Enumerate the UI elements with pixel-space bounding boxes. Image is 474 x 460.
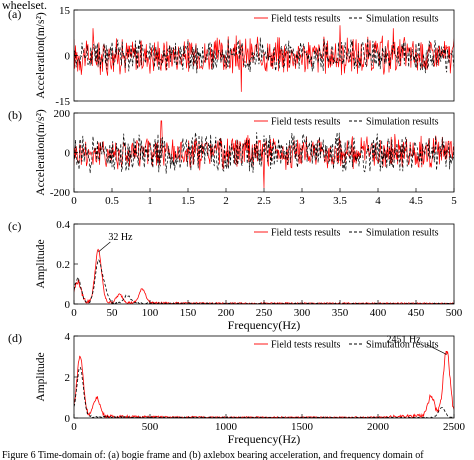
legend: Field tests results Simulation results bbox=[250, 114, 452, 128]
series-line bbox=[74, 37, 454, 74]
chart-panel: -15 0 15 (a) Acceleration(m/s²) Field tests r… bbox=[8, 5, 455, 108]
x-tick-label: 300 bbox=[294, 307, 311, 319]
panel-label: (a) bbox=[8, 7, 21, 21]
series-line bbox=[74, 347, 454, 418]
x-tick-label: 3 bbox=[299, 195, 305, 207]
x-tick-label: 2000 bbox=[367, 421, 390, 433]
legend: Field tests results Simulation results bbox=[250, 337, 452, 351]
x-tick-label: 250 bbox=[256, 307, 273, 319]
x-tick-label: 1.5 bbox=[181, 195, 195, 207]
x-tick-label: 200 bbox=[218, 307, 235, 319]
x-axis-label: Frequency(Hz) bbox=[228, 318, 301, 332]
y-tick-label: 0 bbox=[65, 51, 71, 63]
series-line bbox=[74, 259, 454, 304]
y-tick-label: 0.2 bbox=[56, 259, 70, 271]
legend-label: Simulation results bbox=[366, 340, 439, 351]
series-line bbox=[74, 248, 454, 304]
legend-label: Field tests results bbox=[271, 14, 341, 25]
header-text: wheelset. bbox=[2, 0, 47, 12]
y-axis-label: Acceleration(m/s²) bbox=[35, 12, 47, 99]
legend: Field tests results Simulation results bbox=[250, 225, 452, 239]
x-tick-label: 0 bbox=[71, 307, 77, 319]
legend-label: Field tests results bbox=[271, 228, 341, 239]
y-tick-label: -200 bbox=[50, 187, 71, 199]
y-tick-label: 4 bbox=[65, 331, 71, 343]
annotation-label: 2451 Hz bbox=[387, 334, 422, 345]
y-axis-label: Amplitude bbox=[35, 352, 47, 401]
y-axis-label: Amplitude bbox=[35, 239, 47, 288]
annotation-arrow bbox=[98, 241, 111, 253]
x-tick-label: 1 bbox=[147, 195, 153, 207]
y-axis-label: Acceleration(m/s²) bbox=[35, 109, 47, 196]
legend-label: Field tests results bbox=[271, 117, 341, 128]
x-tick-label: 500 bbox=[142, 421, 159, 433]
x-tick-label: 1500 bbox=[291, 421, 314, 433]
x-tick-label: 4.5 bbox=[409, 195, 423, 207]
legend-label: Simulation results bbox=[366, 14, 439, 25]
x-tick-label: 350 bbox=[332, 307, 349, 319]
x-tick-label: 100 bbox=[142, 307, 159, 319]
y-tick-label: 0 bbox=[65, 299, 71, 311]
x-tick-label: 50 bbox=[107, 307, 119, 319]
x-tick-label: 5 bbox=[451, 195, 457, 207]
y-tick-label: 0 bbox=[65, 413, 71, 425]
legend-label: Simulation results bbox=[366, 228, 439, 239]
panel-label: (b) bbox=[8, 108, 22, 122]
x-tick-label: 4 bbox=[375, 195, 381, 207]
x-tick-label: 0 bbox=[71, 195, 77, 207]
x-tick-label: 0.5 bbox=[105, 195, 119, 207]
x-tick-label: 2 bbox=[223, 195, 229, 207]
x-tick-label: 2500 bbox=[443, 421, 466, 433]
legend-label: Simulation results bbox=[366, 117, 439, 128]
y-tick-label: -15 bbox=[55, 96, 70, 108]
x-tick-label: 3.5 bbox=[333, 195, 347, 207]
annotation-arrow bbox=[426, 344, 447, 355]
series-line bbox=[74, 132, 454, 174]
annotation-label: 32 Hz bbox=[108, 232, 133, 243]
x-tick-label: 2.5 bbox=[257, 195, 271, 207]
x-tick-label: 0 bbox=[71, 421, 77, 433]
panel-label: (d) bbox=[8, 331, 22, 345]
x-tick-label: 400 bbox=[370, 307, 387, 319]
x-axis-label: Frequency(Hz) bbox=[228, 432, 301, 446]
series-line bbox=[74, 25, 454, 92]
y-tick-label: 200 bbox=[54, 108, 71, 120]
chart-panel: 0 2 4 0 500 1000 1500 2000 2500 (d) Amplitude Frequ… bbox=[8, 331, 466, 446]
x-tick-label: 1000 bbox=[215, 421, 238, 433]
x-tick-label: 150 bbox=[180, 307, 197, 319]
y-tick-label: 0.4 bbox=[56, 219, 70, 231]
footer-caption: Figure 6 Time-domain of: (a) bogie frame… bbox=[2, 450, 424, 460]
y-tick-label: 0 bbox=[65, 148, 71, 160]
series-line bbox=[74, 366, 454, 418]
y-tick-label: 15 bbox=[59, 5, 71, 17]
legend-label: Field tests results bbox=[271, 340, 341, 351]
y-tick-label: 2 bbox=[65, 372, 71, 384]
chart-panel: 0 0.2 0.4 0 50 100 150 200 250 300 350 400 450 500 (c)… bbox=[8, 219, 463, 332]
x-tick-label: 500 bbox=[446, 307, 463, 319]
panel-label: (c) bbox=[8, 219, 21, 233]
x-tick-label: 450 bbox=[408, 307, 425, 319]
legend: Field tests results Simulation results bbox=[250, 11, 452, 25]
